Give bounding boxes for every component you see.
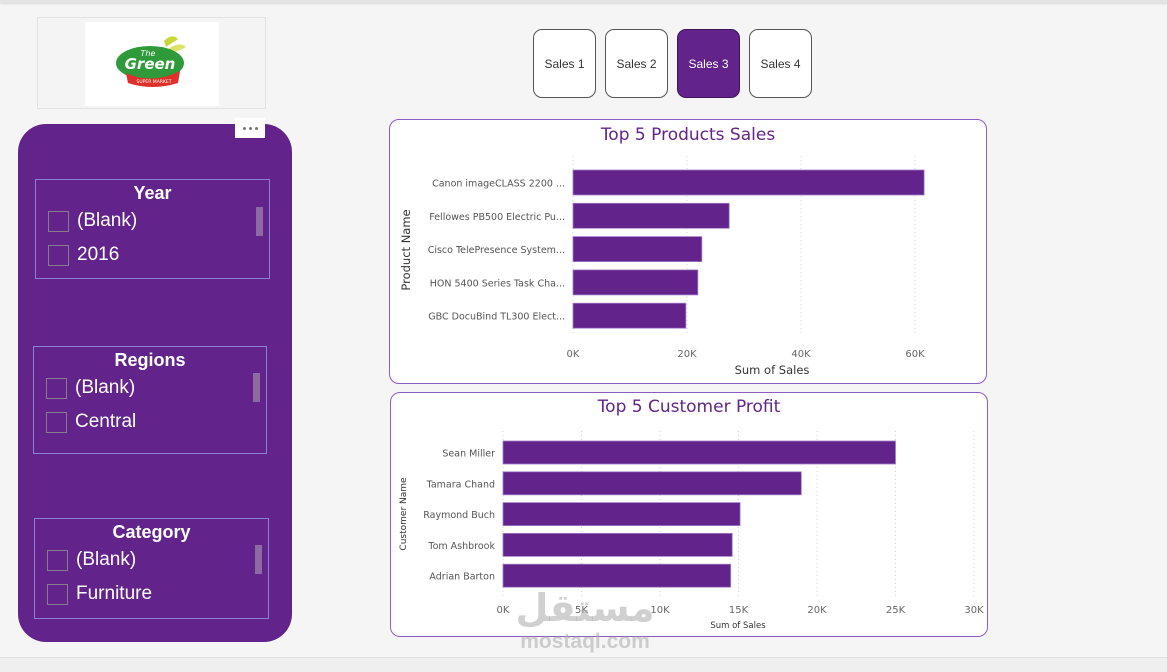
- x-tick-label: 30K: [964, 605, 984, 616]
- nav-button-label: Sales 2: [616, 56, 657, 71]
- slicer-option[interactable]: (Blank): [36, 204, 269, 238]
- slicer-option-label: Furniture: [76, 583, 153, 604]
- category-label: Canon imageCLASS 2200 ...: [432, 179, 565, 190]
- x-tick-label: 10K: [650, 605, 670, 616]
- x-tick-label: 5K: [575, 605, 588, 616]
- x-tick-label: 20K: [807, 605, 827, 616]
- slicer-option[interactable]: Furniture: [35, 577, 268, 611]
- nav-button-label: Sales 1: [544, 56, 585, 71]
- bar: [572, 202, 730, 229]
- slicer-title: Regions: [114, 350, 186, 370]
- slicer-title: Category: [112, 522, 191, 542]
- logo-frame: The Green SUPER MARKET: [37, 17, 266, 109]
- x-tick-label: 15K: [729, 605, 749, 616]
- category-label: Adrian Barton: [429, 572, 495, 583]
- more-options-button[interactable]: [235, 118, 265, 138]
- top-edge: [0, 0, 1167, 3]
- bar: [502, 440, 896, 465]
- slicer-scrollbar[interactable]: [255, 545, 262, 574]
- slicer-year: Year (Blank) 2016: [35, 179, 270, 279]
- slicer-option-label: 2016: [77, 244, 120, 265]
- slicer-option-label: (Blank): [76, 549, 137, 570]
- y-axis-title: Customer Name: [399, 477, 409, 551]
- slicer-option-label: (Blank): [77, 210, 138, 231]
- slicer-option[interactable]: (Blank): [35, 543, 268, 577]
- checkbox[interactable]: [48, 244, 69, 266]
- x-tick-label: 20K: [677, 349, 697, 360]
- bar: [502, 532, 733, 557]
- category-label: Cisco TelePresence System...: [428, 245, 565, 256]
- x-axis-title: Sum of Sales: [735, 363, 810, 377]
- chart-title: Top 5 Customer Profit: [597, 397, 781, 417]
- category-label: Tom Ashbrook: [427, 541, 495, 552]
- customer-profit-chart-card: Top 5 Customer Profit 0K 5K 10K 15K 20K 25K 30…: [390, 392, 988, 637]
- x-tick-label: 40K: [791, 349, 811, 360]
- slicer-option-label: (Blank): [75, 377, 136, 398]
- slicer-option[interactable]: 2016: [36, 238, 269, 272]
- slicer-option[interactable]: Central: [34, 405, 266, 439]
- checkbox[interactable]: [46, 377, 67, 399]
- category-label: Sean Miller: [442, 449, 495, 460]
- slicer-option[interactable]: (Blank): [34, 371, 266, 405]
- category-label: GBC DocuBind TL300 Elect...: [428, 312, 565, 323]
- checkbox[interactable]: [47, 583, 68, 605]
- nav-button-label: Sales 4: [760, 56, 801, 71]
- bar: [572, 169, 925, 196]
- products-sales-chart-card: Top 5 Products Sales 0K 20K 40K 60K Canon im…: [389, 119, 987, 384]
- bar: [502, 563, 732, 588]
- slicer-regions: Regions (Blank) Central: [33, 346, 267, 454]
- nav-button-sales-3[interactable]: Sales 3: [677, 29, 740, 98]
- bar: [572, 236, 703, 262]
- category-label: HON 5400 Series Task Cha...: [430, 278, 565, 289]
- nav-button-sales-1[interactable]: Sales 1: [533, 29, 596, 98]
- slicer-scrollbar[interactable]: [253, 373, 260, 402]
- nav-button-sales-2[interactable]: Sales 2: [605, 29, 668, 98]
- chart-title: Top 5 Products Sales: [600, 125, 776, 145]
- nav-button-label: Sales 3: [688, 56, 729, 71]
- logo: The Green SUPER MARKET: [85, 22, 219, 106]
- checkbox[interactable]: [48, 210, 69, 232]
- x-tick-label: 60K: [905, 349, 925, 360]
- bar: [502, 471, 802, 496]
- slicer-option-label: Central: [75, 411, 137, 432]
- filter-panel: [18, 124, 292, 642]
- x-tick-label: 25K: [886, 605, 906, 616]
- customer-profit-chart: 0K 5K 10K 15K 20K 25K 30K Sean Miller Tamara Cha…: [399, 431, 984, 631]
- bar: [572, 269, 699, 296]
- x-tick-label: 0K: [497, 605, 510, 616]
- x-tick-label: 0K: [567, 349, 580, 360]
- logo-tagline: SUPER MARKET: [137, 79, 172, 85]
- logo-line2: Green: [125, 55, 176, 73]
- checkbox[interactable]: [46, 411, 67, 433]
- ellipsis-icon-dot: [242, 126, 246, 130]
- bottom-edge: [0, 657, 1167, 672]
- ellipsis-icon-dot: [248, 126, 252, 130]
- category-label: Tamara Chand: [426, 479, 495, 490]
- ellipsis-icon-dot: [254, 126, 258, 130]
- slicer-scrollbar[interactable]: [256, 207, 263, 236]
- x-axis-title: Sum of Sales: [710, 621, 766, 631]
- logo-line1: The: [141, 49, 156, 58]
- products-sales-chart: 0K 20K 40K 60K Canon imageCLASS 2200 ... Fell…: [399, 156, 925, 377]
- bar: [572, 302, 687, 329]
- y-axis-title: Product Name: [399, 209, 413, 290]
- logo-image: The Green SUPER MARKET: [116, 36, 186, 87]
- nav-button-sales-4[interactable]: Sales 4: [749, 29, 812, 98]
- bar: [502, 502, 741, 526]
- checkbox[interactable]: [47, 549, 68, 571]
- category-label: Fellowes PB500 Electric Pu...: [429, 212, 565, 223]
- category-label: Raymond Buch: [423, 510, 495, 521]
- slicer-category: Category (Blank) Furniture: [34, 518, 269, 619]
- slicer-title: Year: [133, 183, 172, 203]
